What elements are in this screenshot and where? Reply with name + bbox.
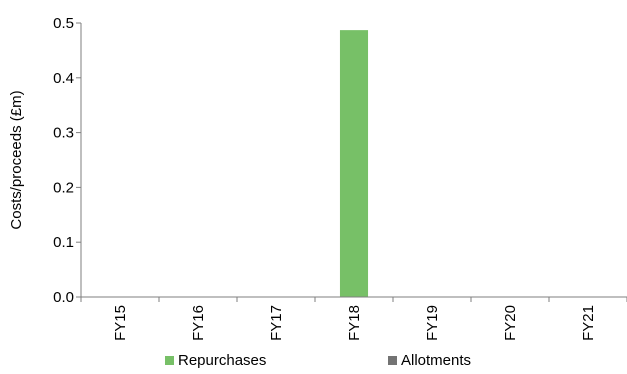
y-tick-label: 0.5 [53,15,74,32]
x-tick-label: FY21 [580,305,597,341]
y-tick-label: 0.1 [53,234,74,251]
bars-layer [339,30,369,298]
x-tick-label: FY19 [424,305,441,341]
x-tick-label: FY15 [112,305,129,341]
legend-label-repurchases: Repurchases [178,352,266,369]
x-tick-label: FY17 [268,305,285,341]
y-axis-ticks: 0.0 0.1 0.2 0.3 0.4 0.5 [53,15,81,306]
x-tick-label: FY16 [190,305,207,341]
y-axis-title: Costs/proceeds (£m) [8,90,25,229]
y-tick-label: 0.0 [53,289,74,306]
legend: Repurchases Allotments [165,352,471,369]
legend-label-allotments: Allotments [401,352,471,369]
x-tick-label: FY20 [502,305,519,341]
x-axis-ticks: FY15 FY16 FY17 FY18 FY19 FY20 FY21 [80,297,627,341]
y-tick-label: 0.2 [53,179,74,196]
legend-swatch-allotments [388,356,397,365]
y-tick-label: 0.3 [53,125,74,142]
x-tick-label: FY18 [346,305,363,341]
legend-swatch-repurchases [165,356,174,365]
y-tick-label: 0.4 [53,70,74,87]
bar-repurchases-fy18 [339,30,369,298]
